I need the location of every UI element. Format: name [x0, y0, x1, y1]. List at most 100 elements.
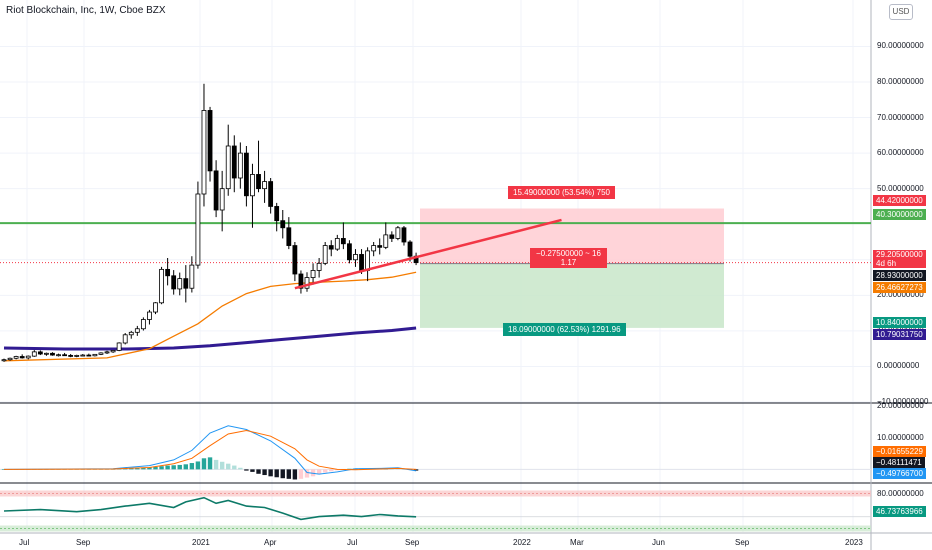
take-profit-zone [420, 263, 724, 328]
price-tag: 26.46627273 [873, 282, 926, 293]
candle-body [262, 181, 267, 190]
candle-body [128, 331, 134, 336]
macd-histogram-bar [316, 469, 322, 475]
candle-body [316, 262, 322, 271]
candle-body [304, 277, 310, 289]
currency-button[interactable]: USD [889, 4, 913, 20]
macd-histogram-bar [268, 469, 273, 477]
candle-body [256, 174, 261, 190]
price-tick-label: 70.00000000 [877, 112, 924, 122]
candle-body [74, 355, 80, 357]
trend-line [294, 218, 562, 290]
candle-body [122, 334, 128, 344]
candle-body [153, 302, 158, 313]
macd-histogram-bar [207, 457, 213, 470]
candle-body [98, 352, 104, 355]
candle-body [56, 354, 61, 357]
macd-value-tag: −0.48111471 [873, 457, 925, 468]
take-profit-label: 18.09000000 (62.53%) 1291.96 [503, 323, 626, 336]
candle-body [377, 245, 383, 248]
macd-histogram-bar [177, 464, 182, 470]
rsi-tick-label: 80.00000000 [877, 488, 924, 498]
candle-body [110, 350, 116, 353]
macd-histogram-bar [232, 465, 237, 470]
candle-body [159, 268, 164, 304]
candle-body [365, 250, 371, 271]
candle-body [280, 220, 286, 229]
macd-histogram-bar [304, 469, 310, 478]
candle-body [50, 352, 55, 356]
macd-histogram-bar [213, 459, 219, 470]
macd-histogram-bar [401, 469, 407, 470]
time-axis-label: 2023 [845, 538, 863, 547]
candle-body [334, 238, 340, 250]
rsi-oversold-band [0, 525, 871, 532]
candle-body [237, 152, 243, 179]
candle-body [165, 268, 171, 277]
macd-histogram-bar [141, 467, 146, 470]
candle-body [134, 328, 140, 333]
candle-body [201, 110, 207, 195]
price-tick-label: 20.00000000 [877, 290, 924, 300]
time-axis-label: Mar [570, 538, 584, 547]
rsi-value-tag: 46.73763966 [873, 506, 926, 517]
macd-histogram-bar [292, 469, 298, 480]
macd-histogram-bar [153, 466, 158, 470]
entry-info-label: −0.27500000 ~ 16 1.17 [530, 248, 607, 268]
price-tick-label: 80.00000000 [877, 77, 924, 86]
macd-histogram-bar [413, 469, 419, 471]
macd-value-tag: −0.01655229 [873, 446, 926, 457]
symbol-title[interactable]: Riot Blockchain, Inc, 1W, Cboe BZX [6, 5, 166, 16]
time-axis-label: Sep [76, 538, 91, 547]
macd-histogram-bar [159, 466, 164, 470]
entry-info-line: −0.27500000 ~ 16 [536, 249, 601, 258]
last-price-tag: 29.20500000 4d 6h [873, 250, 926, 268]
macd-histogram-bar [347, 468, 352, 470]
candle-body [250, 174, 255, 197]
candle-body [86, 354, 92, 357]
macd-histogram-bar [171, 465, 176, 470]
bar-countdown: 4d 6h [876, 259, 897, 268]
macd-histogram-bar [147, 467, 152, 470]
macd-histogram-bar [286, 469, 292, 479]
macd-histogram-bar [262, 469, 267, 476]
candle-body [140, 319, 146, 330]
candle-body [213, 170, 219, 211]
candle-body [116, 342, 122, 351]
candle-body [207, 110, 213, 172]
risk-reward-ratio: 1.17 [560, 258, 577, 267]
candle-body [383, 234, 389, 248]
macd-histogram-bar [329, 469, 334, 472]
candle-body [19, 356, 25, 359]
macd-histogram-bar [274, 469, 279, 478]
ma-short-line [3, 271, 417, 362]
macd-histogram-bar [183, 464, 188, 470]
macd-histogram-bar [256, 469, 261, 474]
candle-body [292, 245, 298, 275]
candle-body [353, 254, 358, 261]
macd-histogram-bar [165, 465, 170, 470]
macd-histogram-bar [298, 469, 304, 479]
rsi-overbought-band [0, 490, 871, 497]
candle-body [231, 145, 237, 179]
macd-histogram-bar [395, 468, 401, 470]
candle-body [183, 278, 189, 289]
price-tick-label: 60.00000000 [877, 148, 924, 158]
macd-histogram-bar [322, 469, 328, 473]
candle-body [225, 145, 231, 190]
candle-body [1, 359, 7, 362]
candle-body [389, 234, 395, 239]
time-axis-label: Jul [19, 538, 30, 547]
candle-body [7, 357, 13, 361]
candle-body [171, 275, 177, 290]
candle-body [347, 243, 352, 261]
candle-body [310, 270, 316, 278]
candle-body [44, 352, 49, 355]
candle-body [62, 354, 67, 357]
candle-body [37, 351, 43, 355]
candle-body [219, 188, 225, 211]
candle-body [80, 354, 86, 357]
time-axis-label: Sep [405, 538, 420, 547]
macd-signal-line [3, 429, 417, 471]
